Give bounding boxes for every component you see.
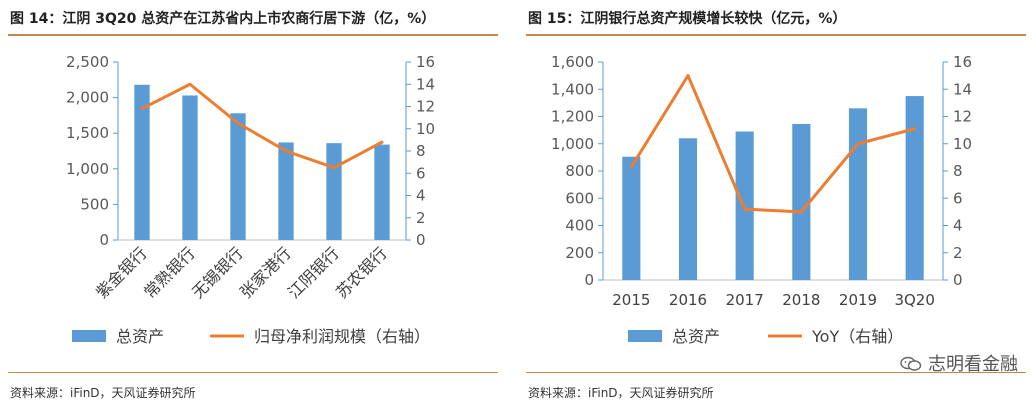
- x-tick-label: 2016: [669, 291, 707, 309]
- line-point: [686, 74, 690, 78]
- y-right-tick-label: 8: [953, 162, 963, 180]
- chart-figure-14: 0 500 1,000 1,500 2,000 2,500 0 2 4 6 8 10 12 14 16 紫金银…: [66, 53, 435, 346]
- x-tick-label: 3Q20: [894, 291, 934, 309]
- line-point: [188, 82, 192, 86]
- y-right-tick-label: 6: [416, 164, 426, 182]
- line-point: [236, 121, 240, 125]
- x-tick-label: 2017: [726, 291, 764, 309]
- bar: [326, 143, 342, 240]
- x-tick-label: 张家港行: [236, 243, 295, 302]
- line-point: [284, 149, 288, 153]
- y-left-tick-label: 1,000: [66, 160, 109, 178]
- legend-line-label: YoY（右轴）: [811, 327, 903, 346]
- wechat-icon: [900, 356, 922, 371]
- source-note: 资料来源：iFinD，天风证券研究所: [10, 386, 196, 400]
- title-divider: [8, 34, 498, 36]
- source-divider: [8, 372, 498, 373]
- bar: [134, 84, 150, 240]
- line-point: [856, 142, 860, 146]
- bar: [905, 96, 924, 280]
- bar: [622, 156, 641, 280]
- x-tick-label: 江阴银行: [284, 243, 343, 302]
- y-left-tick-label: 2,000: [66, 89, 109, 107]
- y-right-tick-label: 8: [416, 142, 426, 160]
- y-right-tick-label: 12: [416, 98, 435, 116]
- y-left-tick-label: 1,000: [551, 135, 594, 153]
- y-left-tick-label: 0: [584, 271, 594, 289]
- y-left-tick-label: 200: [565, 244, 594, 262]
- legend-line-label: 归母净利润规模（右轴）: [254, 327, 430, 346]
- figure-14: 图 14：江阴 3Q20 总资产在江苏省内上市农商行居下游（亿，%） 0 500 1…: [0, 0, 508, 413]
- y-left-tick-label: 1,500: [66, 124, 109, 142]
- legend-bar-swatch: [628, 330, 662, 342]
- bar: [182, 95, 198, 240]
- y-right-tick-label: 14: [953, 80, 972, 98]
- x-tick-label: 紫金银行: [92, 243, 151, 302]
- y-left-tick-label: 500: [80, 195, 109, 213]
- line-point: [799, 210, 803, 214]
- line-point: [629, 165, 633, 169]
- series-line: [630, 74, 916, 214]
- y-right-tick-label: 6: [953, 189, 963, 207]
- y-right-tick-label: 4: [953, 217, 963, 235]
- y-left-tick-label: 2,500: [66, 53, 109, 71]
- legend-bar-label: 总资产: [116, 327, 164, 346]
- x-tick-label: 无锡银行: [188, 243, 247, 302]
- source-note: 资料来源：iFinD，天风证券研究所: [528, 386, 714, 400]
- y-right-tick-label: 10: [953, 135, 972, 153]
- legend-bar-label: 总资产: [672, 327, 720, 346]
- x-tick-label: 2018: [782, 291, 820, 309]
- y-left-tick-label: 1,600: [551, 53, 594, 71]
- figure-15: 图 15：江阴银行总资产规模增长较快（亿元，%） 0 200 400 600 800 1,…: [518, 0, 1036, 413]
- y-right-tick-label: 0: [416, 231, 426, 249]
- line-point: [380, 140, 384, 144]
- bar: [678, 138, 698, 280]
- y-right-tick-label: 14: [416, 75, 435, 93]
- line-point: [140, 107, 144, 111]
- chart-figure-15: 0 200 400 600 800 1,000 1,200 1,400 1,600 0 2 4 6 8 10…: [551, 53, 972, 346]
- y-right-tick-label: 4: [416, 187, 426, 205]
- watermark-text: 志明看金融: [928, 354, 1018, 375]
- bar: [374, 144, 390, 240]
- figure-title: 图 15：江阴银行总资产规模增长较快（亿元，%）: [528, 11, 847, 27]
- y-right-tick-label: 16: [416, 53, 435, 71]
- y-left-tick-label: 1,400: [551, 80, 594, 98]
- line-point: [743, 207, 747, 211]
- title-divider: [526, 34, 1026, 36]
- x-tick-label: 2019: [839, 291, 877, 309]
- y-left-tick-label: 1,200: [551, 108, 594, 126]
- bar: [848, 108, 868, 280]
- watermark: 志明看金融: [900, 350, 1018, 376]
- x-tick-label: 常熟银行: [140, 243, 199, 302]
- bar: [792, 123, 811, 281]
- y-right-tick-label: 2: [416, 209, 426, 227]
- y-right-tick-label: 0: [953, 271, 963, 289]
- series-line: [141, 82, 383, 170]
- line-point: [913, 127, 917, 131]
- y-right-tick-label: 10: [416, 120, 435, 138]
- y-right-tick-label: 16: [953, 53, 972, 71]
- y-left-tick-label: 600: [565, 189, 594, 207]
- bar: [278, 142, 294, 240]
- figure-title: 图 14：江阴 3Q20 总资产在江苏省内上市农商行居下游（亿，%）: [10, 11, 436, 27]
- x-tick-label: 2015: [612, 291, 650, 309]
- x-tick-label: 苏农银行: [332, 243, 391, 302]
- y-left-tick-label: 0: [99, 231, 109, 249]
- legend-bar-swatch: [72, 330, 106, 342]
- y-right-tick-label: 12: [953, 108, 972, 126]
- line-point: [332, 166, 336, 170]
- y-right-tick-label: 2: [953, 244, 963, 262]
- y-left-tick-label: 400: [565, 217, 594, 235]
- source-divider: [526, 372, 1026, 373]
- bar: [230, 113, 246, 240]
- y-left-tick-label: 800: [565, 162, 594, 180]
